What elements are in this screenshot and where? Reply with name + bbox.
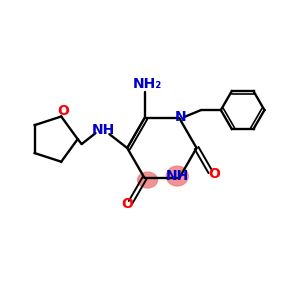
Ellipse shape [138, 172, 158, 188]
Ellipse shape [166, 166, 188, 186]
Text: O: O [208, 167, 220, 181]
Text: O: O [57, 103, 69, 118]
Text: N: N [174, 110, 186, 124]
Text: O: O [121, 197, 133, 211]
Text: NH: NH [92, 123, 115, 137]
Text: NH: NH [166, 169, 189, 183]
Text: NH₂: NH₂ [133, 77, 162, 91]
